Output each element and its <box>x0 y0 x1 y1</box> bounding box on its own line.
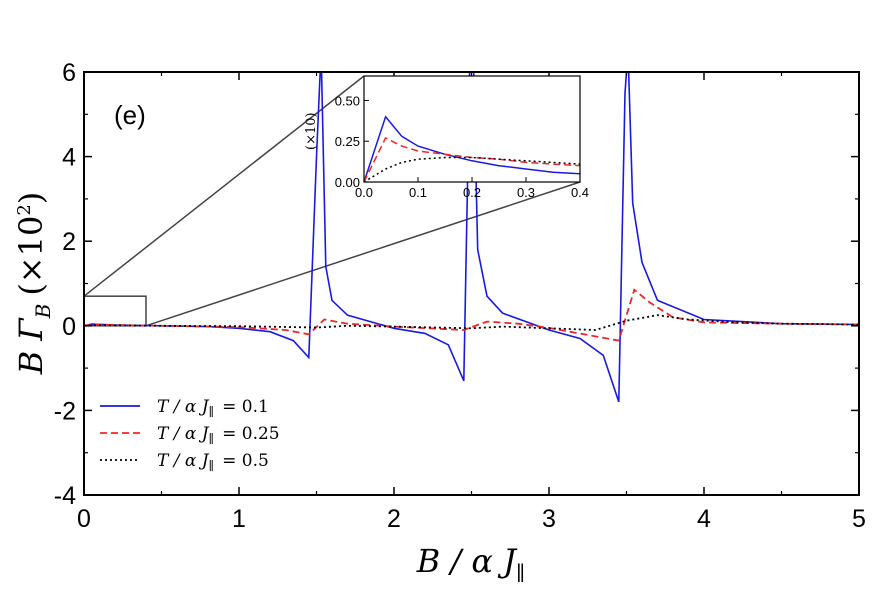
zoom-box <box>83 295 147 327</box>
legend-lhs: T / α J <box>157 451 210 471</box>
y-tick-label: 6 <box>62 59 76 87</box>
inset-x-tick-label: 0.4 <box>571 185 589 200</box>
x-axis-title-sub: ∥ <box>516 561 525 585</box>
panel-label: (e) <box>114 100 146 130</box>
series-layer <box>84 72 859 403</box>
legend-sub: ∥ <box>209 459 215 473</box>
inset-y-tick-label: 0.50 <box>335 93 360 108</box>
y-axis-title-main: B Γ <box>12 317 50 376</box>
legend-rhs: = 0.5 <box>222 451 269 471</box>
x-tick-label: 5 <box>852 505 866 533</box>
legend-sub: ∥ <box>209 432 215 446</box>
inset-ylabel: (×10) <box>304 112 319 150</box>
y-tick-label: -2 <box>54 397 76 425</box>
x-tick-label: 3 <box>542 505 556 533</box>
inset-series-line-3 <box>364 156 580 182</box>
inset-axis-ticks: 0.0 0.1 0.2 0.3 0.4 0.00 0.25 0.50 <box>335 93 589 200</box>
series-line-1 <box>84 72 859 403</box>
axis-ticks: 0 1 2 3 4 5 -4 -2 0 2 4 6 <box>54 59 866 533</box>
x-tick-label: 2 <box>387 505 401 533</box>
legend-label-2: T / α J∥ = 0.25 <box>157 424 280 446</box>
y-tick-label: -4 <box>54 482 76 510</box>
legend-lhs: T / α J <box>157 397 210 417</box>
y-tick-label: 0 <box>62 313 76 341</box>
zoom-connector-line <box>145 181 581 327</box>
y-axis-title-sup: 2 <box>14 204 35 215</box>
series-line-2 <box>84 288 859 342</box>
x-tick-label: 0 <box>77 505 91 533</box>
inset-background <box>364 76 580 182</box>
inset-x-tick-label: 0.2 <box>463 185 481 200</box>
series-line-3 <box>84 314 859 331</box>
y-tick-label: 4 <box>62 144 76 172</box>
inset-series-line-1 <box>364 115 580 182</box>
x-axis-title-text: B / α J <box>416 542 518 580</box>
y-axis-title-factor: (×10 <box>12 216 50 296</box>
inset-y-tick-label: 0.00 <box>335 175 360 190</box>
y-tick-label: 2 <box>62 228 76 256</box>
legend-sub: ∥ <box>209 405 215 419</box>
legend-label-3: T / α J∥ = 0.5 <box>157 451 269 473</box>
inset-x-tick-label: 0.0 <box>355 185 373 200</box>
legend: T / α J∥ = 0.1T / α J∥ = 0.25T / α J∥ = 0.5 <box>100 397 280 473</box>
x-axis-title: B / α J∥ <box>416 542 526 585</box>
zoom-connector-line <box>83 75 365 297</box>
inset-plot: 0.0 0.1 0.2 0.3 0.4 0.00 0.25 0.50 (×10) <box>304 75 589 200</box>
inset-x-tick-label: 0.1 <box>409 185 427 200</box>
y-axis-title-sub: B <box>31 304 55 320</box>
y-axis-title: B ΓB (×102) <box>12 192 55 376</box>
legend-rhs: = 0.25 <box>222 424 280 444</box>
inset-y-tick-label: 0.25 <box>335 134 360 149</box>
x-tick-label: 4 <box>697 505 711 533</box>
y-axis-title-close: ) <box>12 192 50 204</box>
inset-x-tick-label: 0.3 <box>517 185 535 200</box>
legend-lhs: T / α J <box>157 424 210 444</box>
inset-series-line-2 <box>364 136 580 182</box>
x-tick-label: 1 <box>232 505 246 533</box>
legend-label-1: T / α J∥ = 0.1 <box>157 397 269 419</box>
legend-rhs: = 0.1 <box>222 397 269 417</box>
inset-series-layer <box>364 115 580 182</box>
